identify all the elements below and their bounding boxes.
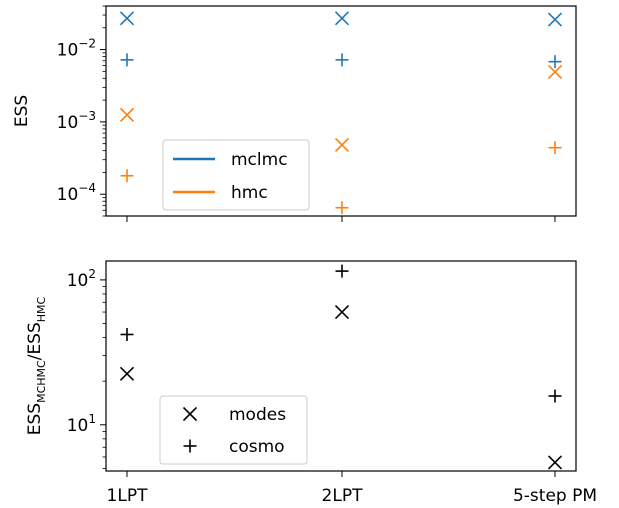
- ess-panel: 10−4 10−3 10−2 ESS mclmc hmc: [12, 5, 577, 222]
- ratio-markers: [119, 264, 563, 470]
- legend-label-modes: modes: [229, 405, 286, 425]
- ess-marker-mclmc-plus-2lpt: [335, 53, 349, 67]
- ratio-legend: modes cosmo: [159, 395, 308, 465]
- ratio-y-axis-label: ESSMCHMC/ESSHMC: [25, 296, 48, 435]
- ess-marker-hmc-plus-5-step-pm: [548, 141, 562, 155]
- ess-marker-mclmc-x-5-step-pm: [547, 12, 563, 27]
- ratio-marker-cosmo-plus-2lpt: [335, 264, 349, 278]
- x-tick-label-5-step-pm: 5-step PM: [513, 486, 597, 506]
- ratio-panel: 101 102 1LPT 2LPT 5-step PM ESSMCHMC/ESSHMC…: [25, 260, 597, 506]
- ess-marker-mclmc-x-1lpt: [119, 11, 135, 26]
- ratio-y-ticks: 101 102: [67, 267, 106, 469]
- ess-axes-frame: [105, 5, 577, 217]
- ratio-legend-box: [159, 395, 308, 465]
- ratio-y-tick-label: 101: [67, 412, 96, 436]
- ess-marker-mclmc-plus-5-step-pm: [548, 55, 562, 69]
- ess-y-tick-label: 10−2: [57, 37, 96, 61]
- ess-marker-mclmc-plus-1lpt: [120, 53, 134, 67]
- ess-markers: [119, 11, 563, 215]
- ess-x-ticks: [126, 216, 556, 222]
- ratio-marker-modes-x-1lpt: [119, 366, 135, 381]
- x-tick-label-2lpt: 2LPT: [322, 486, 364, 506]
- ratio-x-ticks: 1LPT 2LPT 5-step PM: [107, 471, 597, 506]
- ess-y-tick-label: 10−3: [57, 109, 96, 133]
- ratio-marker-cosmo-plus-1lpt: [120, 327, 134, 341]
- legend-label-cosmo: cosmo: [229, 437, 285, 457]
- ess-marker-hmc-plus-2lpt: [335, 201, 349, 215]
- ess-marker-hmc-x-1lpt: [119, 107, 135, 122]
- legend-marker-cosmo-plus: [183, 439, 197, 453]
- ratio-y-tick-label: 102: [67, 267, 96, 291]
- ess-y-tick-label: 10−4: [57, 181, 96, 205]
- ess-marker-hmc-x-2lpt: [334, 137, 350, 153]
- ess-y-ticks: 10−4 10−3 10−2: [57, 5, 106, 217]
- ess-marker-hmc-x-5-step-pm: [547, 64, 563, 80]
- ratio-marker-modes-x-5-step-pm: [547, 455, 563, 470]
- ratio-marker-modes-x-2lpt: [334, 304, 350, 320]
- legend-label-hmc: hmc: [231, 183, 268, 203]
- x-tick-label-1lpt: 1LPT: [107, 486, 149, 506]
- legend-marker-modes-x: [182, 406, 198, 422]
- legend-label-mclmc: mclmc: [231, 150, 288, 170]
- ratio-legend-markers: [182, 406, 198, 453]
- ratio-axes-frame: [105, 260, 577, 472]
- ess-marker-hmc-plus-1lpt: [120, 169, 134, 183]
- ratio-marker-cosmo-plus-5-step-pm: [548, 389, 562, 403]
- ess-marker-mclmc-x-2lpt: [334, 11, 350, 26]
- ess-y-axis-label: ESS: [12, 95, 32, 127]
- ess-legend: mclmc hmc: [162, 139, 310, 211]
